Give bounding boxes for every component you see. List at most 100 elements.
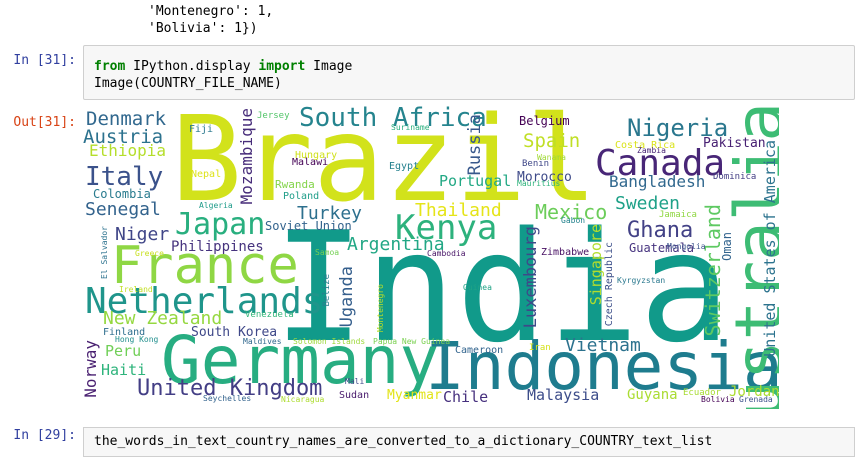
word-samoa: Samoa xyxy=(315,248,340,257)
output-prompt-31: Out[31]: xyxy=(13,115,76,130)
word-bangladesh: Bangladesh xyxy=(609,172,706,191)
word-wanama: Wanama xyxy=(537,153,566,162)
word-greece: Greece xyxy=(135,249,164,258)
word-gabon: Gabon xyxy=(561,216,586,225)
word-oman: Oman xyxy=(720,232,734,261)
word-maldives: Maldives xyxy=(243,337,282,346)
output-line-1: 'Montenegro': 1, xyxy=(148,4,274,19)
word-japan: Japan xyxy=(175,207,266,242)
word-myanmar: Myanmar xyxy=(387,388,442,403)
word-mali: Mali xyxy=(345,377,365,386)
output-line-2: 'Bolivia': 1}) xyxy=(148,21,258,36)
input-prompt-29: In [29]: xyxy=(13,428,76,443)
word-ghana: Ghana xyxy=(627,218,694,243)
word-el-salvador: El Salvador xyxy=(100,226,109,279)
word-algeria: Algeria xyxy=(199,201,233,210)
word-poland: Poland xyxy=(283,191,320,202)
word-jordan: Jordan xyxy=(729,384,779,400)
word-egypt: Egypt xyxy=(389,161,420,172)
input-prompt-31: In [31]: xyxy=(13,53,76,68)
word-guyana: Guyana xyxy=(627,387,678,403)
word-portugal: Portugal xyxy=(439,172,512,190)
word-luxembourg: Luxembourg xyxy=(521,226,541,329)
word-indonesia: Indonesia xyxy=(425,328,779,405)
word-malaysia: Malaysia xyxy=(527,386,600,404)
word-nigeria: Nigeria xyxy=(627,114,729,142)
previous-output: 'Montenegro': 1, 'Bolivia': 1}) xyxy=(148,3,273,37)
word-vietnam: Vietnam xyxy=(565,335,641,356)
word-sweden: Sweden xyxy=(615,193,681,214)
word-austria: Austria xyxy=(83,126,164,148)
word-malawi: Malawi xyxy=(292,157,329,168)
word-canada: Canada xyxy=(595,143,726,184)
word-philippines: Philippines xyxy=(171,239,264,255)
word-mozambique: Mozambique xyxy=(237,108,256,205)
word-italy: Italy xyxy=(85,162,164,192)
word-costa-rica: Costa Rica xyxy=(615,140,676,151)
word-germany: Germany xyxy=(161,322,440,399)
word-kyrgyzstan: Kyrgyzstan xyxy=(617,276,666,285)
word-mexico: Mexico xyxy=(535,200,608,224)
word-dominica: Dominica xyxy=(713,172,757,182)
word-cambodia: Cambodia xyxy=(427,249,466,258)
word-solomon-islands: Solomon Islands xyxy=(293,337,366,346)
word-peru: Peru xyxy=(105,342,142,360)
word-sudan: Sudan xyxy=(339,390,370,401)
word-kenya: Kenya xyxy=(395,208,498,248)
word-hong-kong: Hong Kong xyxy=(115,335,159,344)
word-belgium: Belgium xyxy=(519,114,570,128)
word-denmark: Denmark xyxy=(86,108,167,130)
word-south-africa: South Africa xyxy=(299,104,487,133)
word-benin: Benin xyxy=(522,159,550,169)
word-colombia: Colombia xyxy=(93,187,151,201)
word-grenada: Grenada xyxy=(739,395,773,404)
code-editor[interactable]: from IPython.display import Image Image(… xyxy=(94,58,352,92)
word-norway: Norway xyxy=(83,340,100,398)
word-soviet-union: Soviet Union xyxy=(265,219,352,233)
import-name: Image xyxy=(313,59,353,74)
word-iran: Iran xyxy=(529,343,551,353)
word-belize: Belize xyxy=(322,274,332,307)
code-editor-29[interactable]: the_words_in_text_country_names_are_conv… xyxy=(94,434,713,449)
word-mauritius: Mauritius xyxy=(517,179,561,188)
word-united-kingdom: United Kingdom xyxy=(137,376,323,401)
module-name: IPython.display xyxy=(133,59,251,74)
code-cell-29[interactable]: the_words_in_text_country_names_are_conv… xyxy=(83,427,855,457)
word-turkey: Turkey xyxy=(297,203,363,224)
word-guatemala: Guatemala xyxy=(629,241,695,255)
word-france: France xyxy=(111,236,299,296)
word-nepal: Nepal xyxy=(191,169,222,180)
word-mongolia: Mongolia xyxy=(667,242,706,251)
word-zambia: Zambia xyxy=(637,146,666,155)
word-czech-republic: Czech Republic xyxy=(604,242,615,327)
word-venezuela: Venezuela xyxy=(245,310,294,320)
code-line-2: Image(COUNTRY_FILE_NAME) xyxy=(94,76,282,91)
word-uganda: Uganda xyxy=(337,266,357,328)
word-ireland: Ireland xyxy=(119,285,153,294)
code-cell-31[interactable]: from IPython.display import Image Image(… xyxy=(83,45,855,100)
word-papua-new-guinea: Papua New Guinea xyxy=(373,337,451,346)
word-senegal: Senegal xyxy=(85,199,161,220)
word-pakistan: Pakistan xyxy=(703,136,766,151)
word-argentina: Argentina xyxy=(347,234,445,255)
keyword-import: import xyxy=(258,59,306,74)
word-fiji: Fiji xyxy=(189,124,214,135)
word-south-korea: South Korea xyxy=(191,325,278,340)
word-morocco: Morocco xyxy=(517,170,572,185)
word-jersey: Jersey xyxy=(257,111,290,121)
word-russia: Russia xyxy=(465,114,485,176)
word-haiti: Haiti xyxy=(101,361,147,379)
word-niger: Niger xyxy=(115,224,170,245)
word-singapore: Singapore xyxy=(587,224,605,306)
word-jamaica: Jamaica xyxy=(659,210,697,220)
word-cameroon: Cameroon xyxy=(455,345,504,356)
word-ecuador: Ecuador xyxy=(683,388,721,398)
word-usa: United States of America xyxy=(761,140,779,357)
word-ethiopia: Ethiopia xyxy=(89,141,167,160)
word-zimbabwe: Zimbabwe xyxy=(541,247,590,258)
word-bolivia: Bolivia xyxy=(701,395,735,404)
word-hungary: Hungary xyxy=(295,150,338,161)
word-chile: Chile xyxy=(443,388,489,406)
wordcloud-image: Brazil India Indonesia Germany Australia… xyxy=(83,104,779,409)
word-finland: Finland xyxy=(103,327,146,338)
